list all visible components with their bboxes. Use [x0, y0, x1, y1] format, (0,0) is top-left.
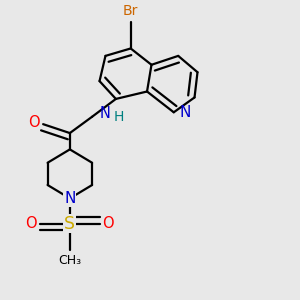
Text: H: H: [113, 110, 124, 124]
Text: O: O: [26, 216, 37, 231]
Text: O: O: [28, 115, 40, 130]
Text: N: N: [179, 105, 190, 120]
Text: CH₃: CH₃: [58, 254, 81, 267]
Text: N: N: [100, 106, 110, 121]
Text: Br: Br: [123, 4, 138, 18]
Text: N: N: [64, 191, 76, 206]
Text: S: S: [64, 214, 75, 232]
Text: O: O: [103, 216, 114, 231]
